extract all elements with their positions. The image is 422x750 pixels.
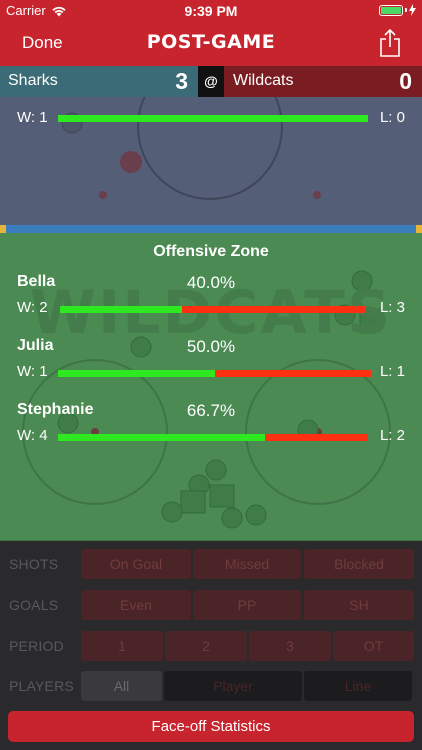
filter-label: GOALS [9, 597, 59, 613]
status-bar: Carrier 9:39 PM [0, 0, 422, 22]
player-row-julia[interactable]: Julia 50.0% W: 1 L: 1 [0, 337, 422, 387]
faceoff-row-neutral: W: 1 L: 0 [0, 100, 422, 150]
filter-shots-missed[interactable]: Missed [193, 549, 301, 579]
filter-players-player[interactable]: Player [164, 671, 302, 701]
share-icon[interactable] [378, 28, 402, 58]
win-loss-bar [60, 306, 366, 313]
filter-label: PLAYERS [9, 678, 74, 694]
rink-markings: WILDCATS [0, 97, 422, 541]
win-percentage: 40.0% [186, 273, 236, 292]
win-segment [58, 370, 215, 377]
filter-players-line[interactable]: Line [304, 671, 412, 701]
win-count: W: 2 [17, 299, 48, 316]
filter-panel: SHOTS On Goal Missed Blocked GOALS Even … [0, 541, 422, 750]
at-separator: @ [198, 66, 224, 97]
blue-line [0, 225, 422, 233]
filter-label: SHOTS [9, 556, 59, 572]
player-name: Bella [17, 273, 56, 290]
away-team-score: 0 [399, 68, 412, 94]
battery-icon [379, 4, 416, 16]
player-name: Julia [17, 337, 54, 354]
filter-label: PERIOD [9, 638, 64, 654]
filter-row-goals: GOALS Even PP SH [0, 590, 422, 620]
loss-segment [214, 370, 371, 377]
win-count: W: 4 [17, 427, 48, 444]
win-count: W: 1 [17, 109, 48, 126]
win-loss-bar [58, 370, 371, 377]
loss-count: L: 3 [379, 299, 405, 316]
carrier-indicator: Carrier [6, 3, 67, 18]
loss-count: L: 2 [379, 427, 405, 444]
rink-watermark: WILDCATS [30, 278, 393, 348]
rink-view[interactable]: WILDCATS W: 1 L: 0 Offensive Zone Bella … [0, 97, 422, 541]
filter-row-shots: SHOTS On Goal Missed Blocked [0, 549, 422, 579]
win-segment [58, 434, 265, 441]
clock: 9:39 PM [184, 3, 238, 19]
player-row-stephanie[interactable]: Stephanie 66.7% W: 4 L: 2 [0, 401, 422, 451]
filter-period-3[interactable]: 3 [249, 631, 331, 661]
win-percentage: 66.7% [186, 401, 236, 420]
win-count: W: 1 [17, 363, 48, 380]
home-team-name: Sharks [8, 72, 58, 89]
loss-count: L: 1 [379, 363, 405, 380]
filter-row-period: PERIOD 1 2 3 OT [0, 631, 422, 661]
win-segment [58, 115, 368, 122]
filter-goals-sh[interactable]: SH [304, 590, 414, 620]
home-team-score: 3 [175, 68, 188, 94]
carrier-label: Carrier [6, 3, 46, 18]
page-title: POST-GAME [146, 31, 276, 53]
done-button[interactable]: Done [22, 33, 63, 52]
win-loss-bar [58, 115, 368, 122]
away-team-panel: Wildcats 0 [224, 66, 422, 97]
filter-shots-on-goal[interactable]: On Goal [81, 549, 191, 579]
wifi-icon [52, 6, 66, 16]
player-name: Stephanie [17, 401, 94, 418]
win-segment [60, 306, 183, 313]
scoreboard: Sharks 3 @ Wildcats 0 [0, 66, 422, 97]
filter-period-ot[interactable]: OT [333, 631, 414, 661]
filter-row-players: PLAYERS All Player Line [0, 671, 422, 701]
loss-segment [264, 434, 368, 441]
filter-goals-pp[interactable]: PP [193, 590, 301, 620]
home-team-panel: Sharks 3 [0, 66, 198, 97]
loss-count: L: 0 [379, 109, 405, 126]
top-bar: Carrier 9:39 PM Done POST-GAME [0, 0, 422, 66]
player-row-bella[interactable]: Bella 40.0% W: 2 L: 3 [0, 273, 422, 323]
win-loss-bar [58, 434, 368, 441]
loss-segment [182, 306, 366, 313]
away-team-name: Wildcats [233, 72, 294, 89]
filter-period-1[interactable]: 1 [81, 631, 163, 661]
filter-players-all[interactable]: All [81, 671, 162, 701]
charging-icon [409, 4, 416, 16]
win-percentage: 50.0% [186, 337, 236, 356]
zone-title: Offensive Zone [153, 243, 269, 260]
filter-goals-even[interactable]: Even [81, 590, 191, 620]
filter-shots-blocked[interactable]: Blocked [304, 549, 414, 579]
filter-period-2[interactable]: 2 [165, 631, 247, 661]
faceoff-statistics-button[interactable]: Face-off Statistics [8, 711, 414, 742]
